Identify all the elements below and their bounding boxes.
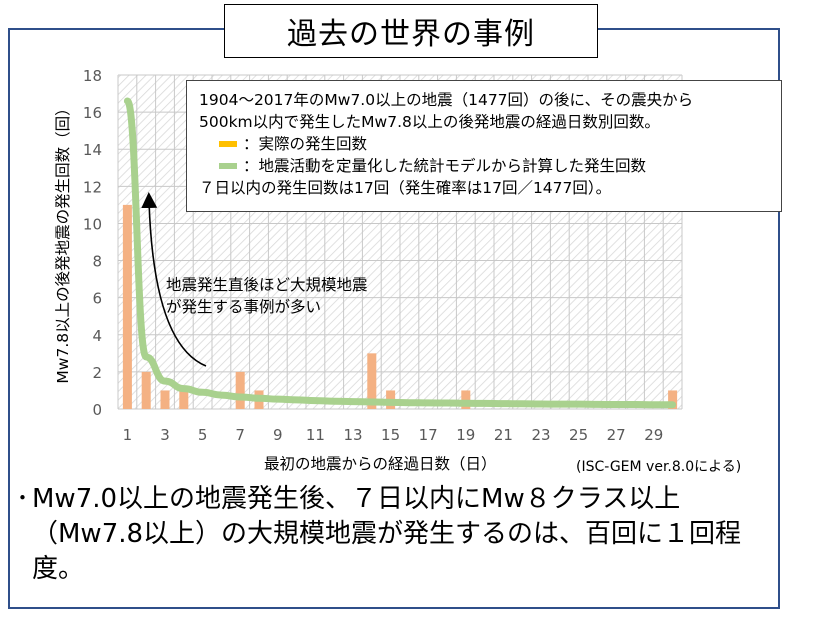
- legend-item-model: ：地震活動を定量化した統計モデルから計算した発生回数: [199, 155, 771, 177]
- bar-actual: [461, 390, 471, 409]
- legend-summary: ７日以内の発生回数は17回（発生確率は17回／1477回）。: [199, 179, 612, 197]
- legend-label-model: ：地震活動を定量化した統計モデルから計算した発生回数: [243, 157, 647, 175]
- x-tick-label: 13: [343, 426, 362, 444]
- bar-actual: [141, 371, 151, 409]
- model-curve: [123, 97, 677, 409]
- x-tick-label: 1: [123, 426, 133, 444]
- bar-actual: [367, 353, 377, 409]
- y-tick-label: 14: [83, 141, 102, 159]
- y-tick-label: 16: [83, 104, 102, 122]
- bullet-point: ･ Mw7.0以上の地震発生後、７日以内にMw８クラス以上（Mw7.8以上）の大…: [16, 482, 776, 587]
- x-tick-label: 7: [235, 426, 245, 444]
- x-tick-label: 29: [644, 426, 663, 444]
- slide-title: 過去の世界の事例: [224, 4, 598, 58]
- trend-arrow: [141, 192, 207, 367]
- bar-actual: [235, 371, 245, 409]
- bullet-text: Mw7.0以上の地震発生後、７日以内にMw８クラス以上（Mw7.8以上）の大規模…: [32, 484, 742, 584]
- data-source: (ISC-GEM ver.8.0による): [576, 459, 742, 475]
- bar-actual: [160, 390, 170, 409]
- y-tick-label: 12: [83, 178, 102, 196]
- legend-swatch-model: [219, 163, 237, 169]
- x-tick-label: 5: [198, 426, 208, 444]
- legend-description-1: 1904〜2017年のMw7.0以上の地震（1477回）の後に、その震央から: [199, 91, 694, 109]
- y-tick-label: 6: [92, 290, 102, 308]
- bullet-dot: ･: [16, 484, 30, 514]
- x-tick-label: 17: [419, 426, 438, 444]
- x-tick-label: 15: [381, 426, 400, 444]
- x-axis-label: 最初の地震からの経過日数（日）: [264, 455, 497, 473]
- x-axis-ticks: 1 3 5 7 9 11 13 15 17 19 21 23 25 27 29: [123, 426, 664, 444]
- annotation-line-2: が発生する事例が多い: [166, 298, 322, 316]
- y-tick-label: 10: [83, 215, 102, 233]
- legend-swatch-actual: [219, 141, 237, 147]
- y-tick-label: 0: [92, 401, 102, 419]
- legend-label-actual: ：実際の発生回数: [243, 135, 368, 153]
- x-tick-label: 3: [160, 426, 170, 444]
- y-tick-label: 8: [92, 253, 102, 271]
- y-tick-label: 4: [92, 327, 102, 345]
- chart-annotation: 地震発生直後ほど大規模地震 が発生する事例が多い: [166, 274, 368, 318]
- legend-item-actual: ：実際の発生回数: [199, 133, 771, 155]
- x-tick-label: 19: [456, 426, 475, 444]
- x-tick-label: 23: [531, 426, 550, 444]
- legend-description-2: 500km以内で発生したMw7.8以上の後発地震の経過日数別回数。: [199, 113, 660, 131]
- x-tick-label: 11: [306, 426, 325, 444]
- y-axis-ticks: 0 2 4 6 8 10 12 14 16 18: [83, 67, 102, 419]
- x-tick-label: 9: [273, 426, 283, 444]
- legend-box: 1904〜2017年のMw7.0以上の地震（1477回）の後に、その震央から 5…: [186, 80, 782, 212]
- y-axis-label: Mw7.8以上の後発地震の発生回数（回）: [54, 100, 72, 383]
- x-tick-label: 27: [607, 426, 626, 444]
- x-tick-label: 21: [494, 426, 513, 444]
- y-tick-label: 18: [83, 67, 102, 85]
- x-tick-label: 25: [569, 426, 588, 444]
- bar-actual: [122, 204, 132, 409]
- y-tick-label: 2: [92, 364, 102, 382]
- annotation-line-1: 地震発生直後ほど大規模地震: [166, 276, 368, 294]
- bar-actual: [179, 390, 189, 409]
- bar-actual: [668, 390, 678, 409]
